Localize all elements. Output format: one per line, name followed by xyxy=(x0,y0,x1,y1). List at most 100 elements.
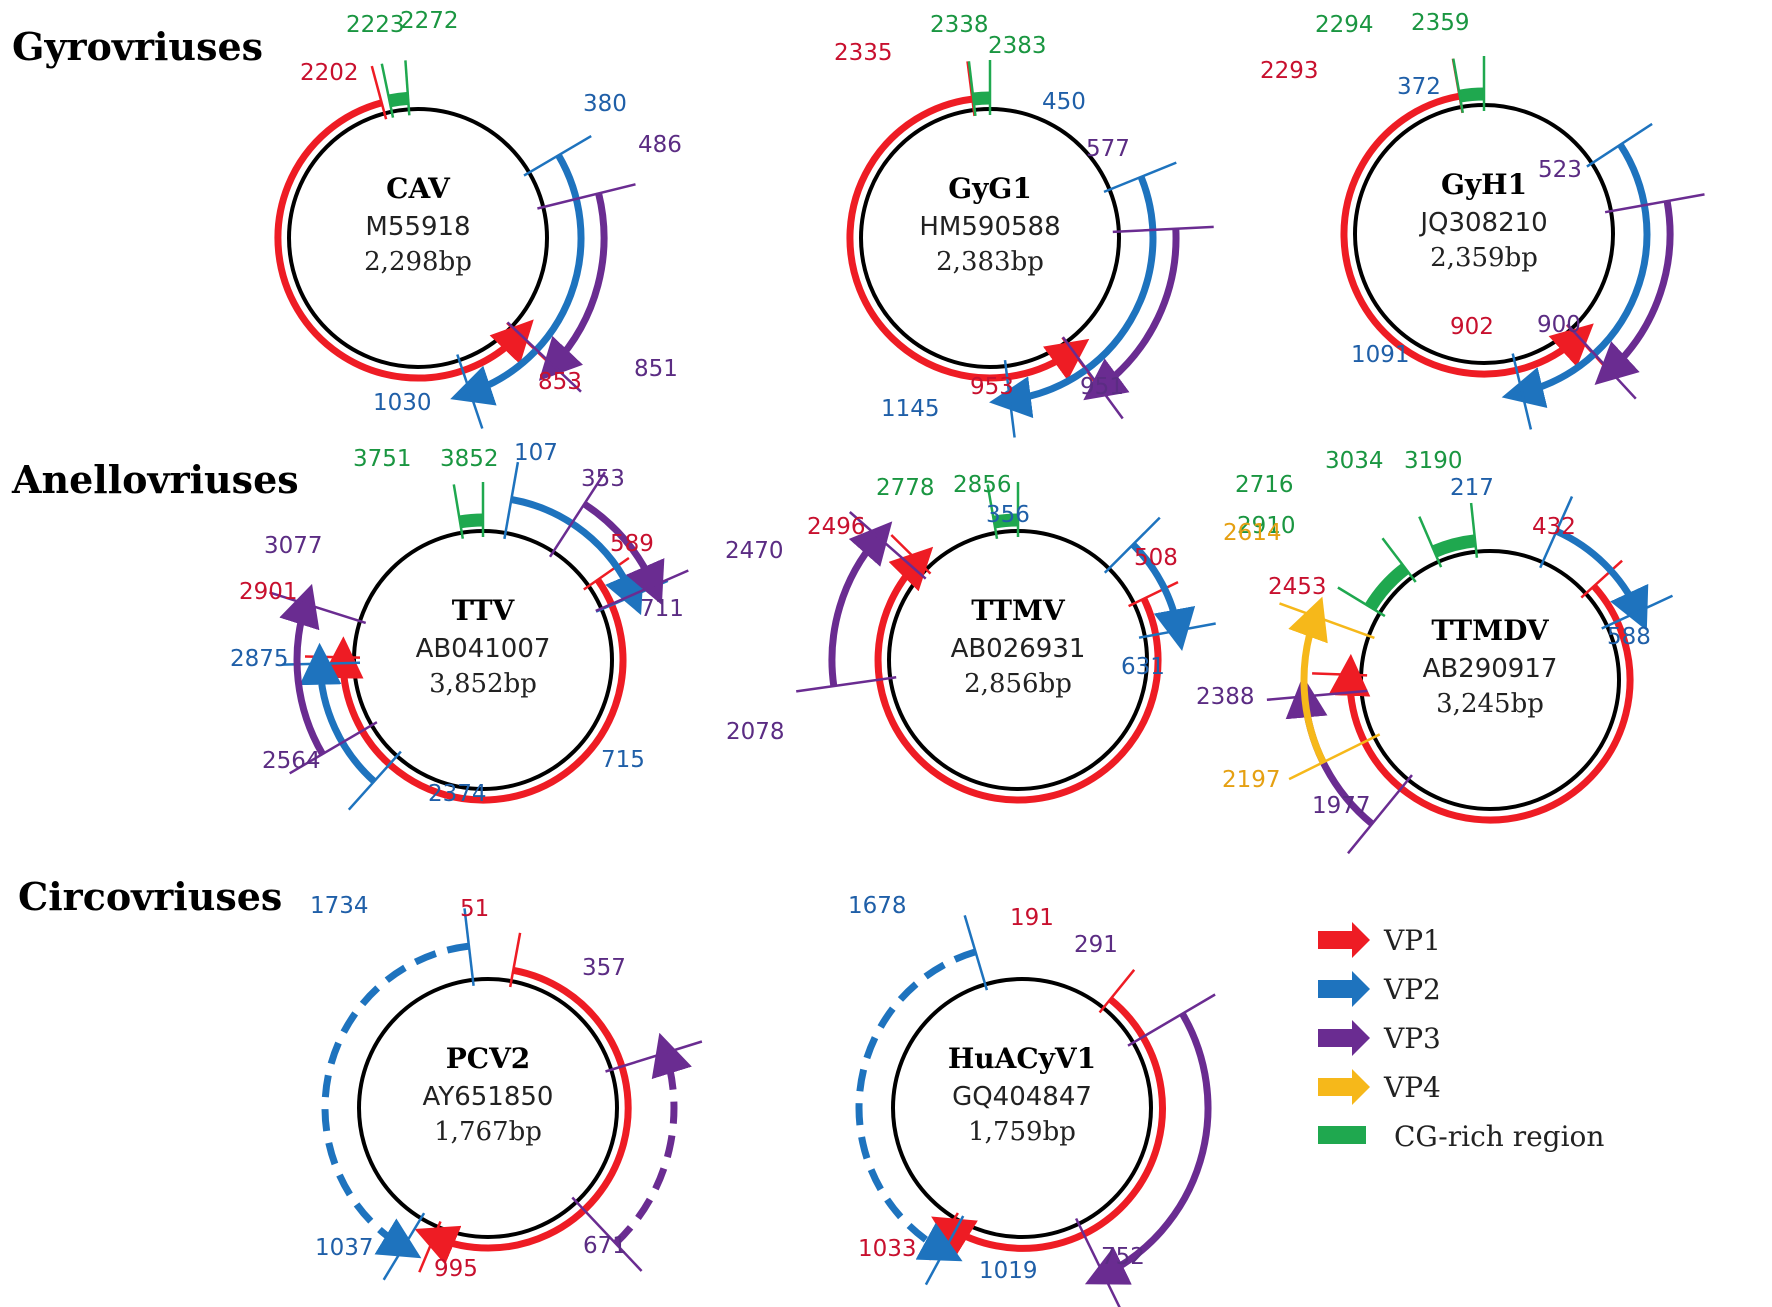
genome-accession: AY651850 xyxy=(423,1082,554,1112)
boundary-tick xyxy=(456,354,484,429)
boundary-tick xyxy=(1061,336,1124,420)
position-label: 1977 xyxy=(1312,793,1371,819)
position-label: 432 xyxy=(1532,514,1576,540)
genome-name: CAV xyxy=(386,172,451,205)
genome-map-gyh1: GyH1 JQ308210 2,359bp 2294 2359 2293 372 523 902… xyxy=(1260,10,1705,430)
boundary-tick xyxy=(537,183,636,210)
orf-arc-vp3 xyxy=(538,192,608,381)
position-label: 631 xyxy=(1121,654,1165,680)
boundary-tick xyxy=(1566,323,1637,400)
position-label: 356 xyxy=(986,502,1030,528)
genome-name: HuACyV1 xyxy=(948,1042,1096,1075)
genome-size: 2,298bp xyxy=(364,247,472,277)
position-label: 1037 xyxy=(315,1235,374,1261)
boundary-tick xyxy=(571,1196,643,1272)
boundary-tick xyxy=(1138,622,1216,639)
position-label: 995 xyxy=(434,1256,478,1282)
genome-name: TTMDV xyxy=(1431,614,1549,647)
genome-size: 2,359bp xyxy=(1430,243,1538,273)
genome-accession: AB290917 xyxy=(1423,654,1558,684)
position-label: 1145 xyxy=(881,396,940,422)
boundary-tick xyxy=(506,321,582,393)
genome-name: GyG1 xyxy=(948,172,1032,205)
genome-size: 1,767bp xyxy=(434,1117,542,1147)
orf-arc-vp1 xyxy=(931,996,1166,1257)
boundary-tick xyxy=(548,471,607,558)
boundary-tick xyxy=(986,484,999,540)
family-title-anello: Anellovriuses xyxy=(11,457,299,502)
position-label: 2910 xyxy=(1237,513,1296,539)
orf-arc-vp2 xyxy=(1130,542,1196,652)
boundary-tick xyxy=(848,511,927,580)
orf-arc-vp3 xyxy=(1084,1012,1212,1285)
boundary-tick xyxy=(1604,193,1705,214)
genome-accession: M55918 xyxy=(365,212,470,242)
position-label: 291 xyxy=(1074,932,1118,958)
boundary-tick xyxy=(924,1215,965,1286)
legend-arrow-vp3-icon xyxy=(1318,1020,1370,1056)
orf-arc-vp3 xyxy=(582,501,665,605)
boundary-tick xyxy=(347,750,402,811)
position-label: 353 xyxy=(581,466,625,492)
orf-arc-vp2 xyxy=(1501,142,1651,408)
orf-arc-cg xyxy=(1458,87,1485,103)
position-label: 217 xyxy=(1450,475,1494,501)
family-title-gyro: Gyrovriuses xyxy=(12,24,263,69)
legend-label-vp1: VP1 xyxy=(1383,924,1441,957)
orf-arc-vp3 xyxy=(1594,200,1674,386)
orf-arc-vp2 xyxy=(989,175,1157,419)
genome-accession: AB041007 xyxy=(416,634,551,664)
position-label: 902 xyxy=(1450,314,1494,340)
genome-accession: HM590588 xyxy=(919,212,1060,242)
boundary-tick xyxy=(1452,58,1465,114)
genome-name: PCV2 xyxy=(446,1042,531,1075)
orf-arc-vp1 xyxy=(321,577,627,804)
boundary-tick xyxy=(967,61,977,117)
position-label: 2716 xyxy=(1235,472,1294,498)
position-label: 3751 xyxy=(353,446,412,472)
genome-size: 2,856bp xyxy=(964,669,1072,699)
boundary-tick xyxy=(1074,1217,1121,1307)
boundary-tick xyxy=(304,655,361,659)
boundary-tick xyxy=(1112,225,1214,234)
position-label: 2202 xyxy=(300,60,359,86)
genome-map-pcv2: PCV2 AY651850 1,767bp 1734 51 357 671 1037 995 xyxy=(310,893,703,1282)
boundary-tick xyxy=(1511,353,1533,430)
position-label: 853 xyxy=(538,369,582,395)
boundary-tick xyxy=(1418,516,1443,568)
position-label: 3190 xyxy=(1404,448,1463,474)
position-label: 2294 xyxy=(1315,12,1374,38)
orf-arc-cg xyxy=(388,91,409,108)
boundary-tick xyxy=(1103,516,1161,574)
position-label: 671 xyxy=(583,1233,627,1259)
boundary-tick xyxy=(1337,586,1386,618)
boundary-tick xyxy=(1586,122,1653,168)
orf-arc-vp2 xyxy=(450,153,585,406)
position-label: 953 xyxy=(970,374,1014,400)
position-label: 450 xyxy=(1042,89,1086,115)
position-label: 1091 xyxy=(1351,342,1410,368)
legend-label-vp3: VP3 xyxy=(1383,1022,1441,1055)
position-label: 2856 xyxy=(953,472,1012,498)
orf-arc-cg xyxy=(972,91,991,106)
position-label: 372 xyxy=(1397,74,1441,100)
legend-arrow-vp2-icon xyxy=(1318,971,1370,1007)
boundary-tick xyxy=(1580,559,1623,599)
genome-backbone xyxy=(891,977,1153,1239)
legend-arrow-vp1-icon xyxy=(1318,922,1370,958)
position-label: 1033 xyxy=(858,1236,917,1262)
genome-map-huacyv1: HuACyV1 GQ404847 1,759bp 1678 191 291 752 1033 1… xyxy=(848,893,1216,1307)
boundary-tick xyxy=(963,915,989,991)
position-label: 2359 xyxy=(1411,10,1470,36)
boundary-tick xyxy=(1098,969,1136,1014)
position-label: 2564 xyxy=(262,748,321,774)
boundary-tick xyxy=(380,63,395,118)
boundary-tick xyxy=(1279,602,1375,640)
genome-map-ttv: TTV AB041007 3,852bp 3751 3852 107 353 589 711 71… xyxy=(230,440,689,811)
position-label: 951 xyxy=(1080,374,1124,400)
orf-arc-vp3 xyxy=(828,521,893,687)
boundary-tick xyxy=(1539,495,1574,569)
boundary-tick xyxy=(890,534,932,575)
